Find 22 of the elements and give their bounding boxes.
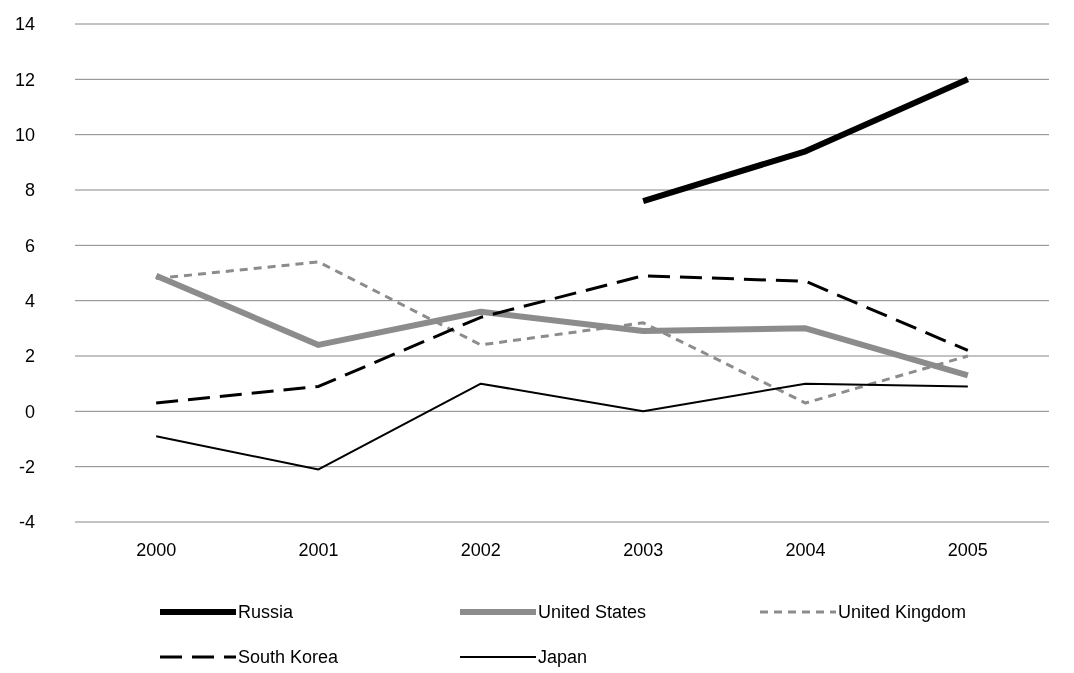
x-tick-label: 2002 [460,540,501,560]
y-tick-label: 8 [24,180,35,201]
y-tick-label: 0 [24,401,35,422]
y-tick-label: 4 [24,290,35,311]
line-series [155,382,969,471]
x-tick-label: 2001 [298,540,339,560]
legend-label: Russia [238,602,295,623]
y-tick-label: -4 [18,512,35,533]
y-tick-label: 14 [14,14,35,35]
legend-label: South Korea [238,647,340,668]
x-tick-label: 2000 [136,540,177,560]
y-tick-label: 12 [14,69,35,90]
y-tick-label: 10 [14,124,35,145]
legend-label: United Kingdom [838,602,967,623]
y-tick-label: 2 [24,346,35,367]
x-tick-label: 2003 [623,540,664,560]
legend-label: United States [538,602,647,623]
y-tick-label: -2 [18,456,35,477]
x-tick-label: 2005 [947,540,988,560]
y-tick-label: 6 [24,235,35,256]
x-tick-label: 2004 [785,540,826,560]
legend-label: Japan [538,647,588,668]
